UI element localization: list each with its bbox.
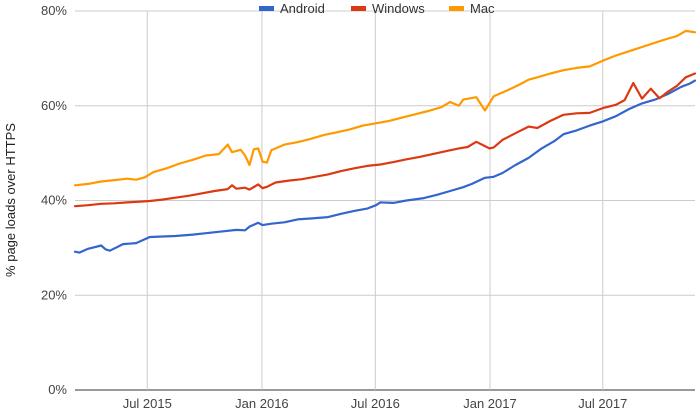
legend-label-mac: Mac	[470, 1, 495, 16]
x-tick-label: Jul 2016	[351, 396, 400, 411]
x-tick-label: Jul 2017	[578, 396, 627, 411]
series-layer	[73, 29, 697, 254]
legend-label-android: Android	[280, 1, 325, 16]
series-line-android	[73, 79, 697, 254]
x-tick-label: Jan 2017	[463, 396, 517, 411]
x-tick-label: Jan 2016	[235, 396, 289, 411]
y-axis-label: % page loads over HTTPS	[3, 123, 18, 277]
y-tick-label: 0%	[48, 382, 67, 397]
tick-layer: 0% 20% 40% 60% 80% Jul 2015 Jan 2016 Jul 2016 Ja…	[41, 3, 627, 411]
x-tick-label: Jul 2015	[123, 396, 172, 411]
series-line-windows	[73, 72, 697, 208]
y-tick-label: 80%	[41, 3, 67, 18]
series-line-mac	[73, 29, 697, 187]
legend-label-windows: Windows	[372, 1, 425, 16]
y-tick-label: 40%	[41, 193, 67, 208]
grid-layer	[75, 10, 695, 391]
legend-swatch-windows	[351, 6, 366, 11]
y-tick-label: 20%	[41, 287, 67, 302]
legend-swatch-mac	[449, 6, 464, 11]
legend: Android Windows Mac	[259, 1, 495, 16]
y-tick-label: 60%	[41, 98, 67, 113]
legend-swatch-android	[259, 6, 274, 11]
